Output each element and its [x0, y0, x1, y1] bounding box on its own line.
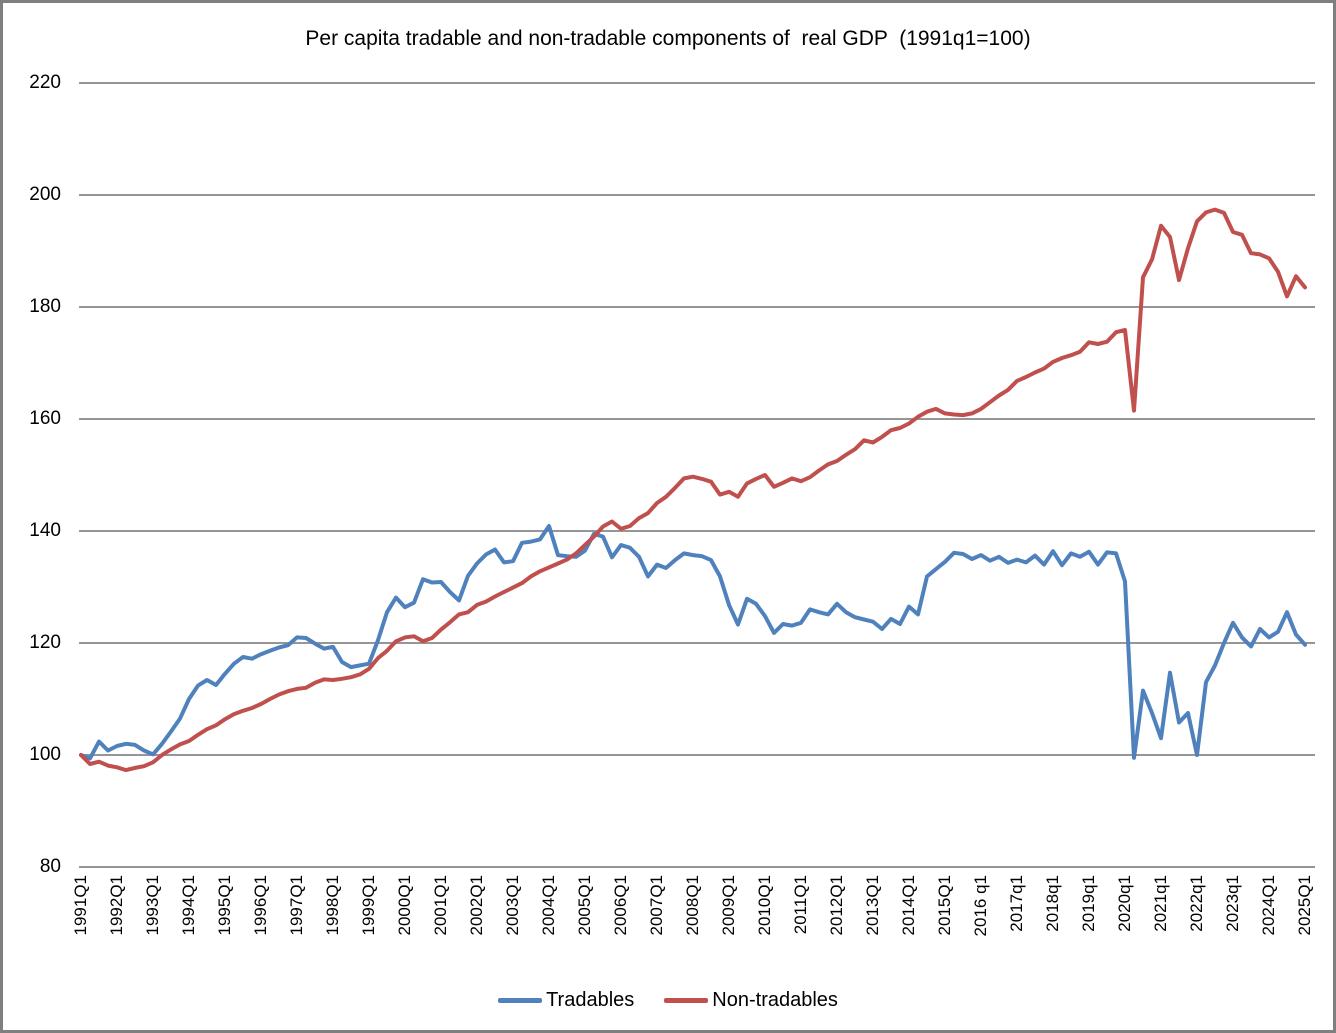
- x-tick-label-2023q1: 2023q1: [1223, 875, 1242, 932]
- chart-title: Per capita tradable and non-tradable com…: [305, 27, 1031, 50]
- non-tradables-line-swatch: [664, 998, 709, 1003]
- y-tick-label-80: 80: [39, 856, 61, 877]
- x-tick-label-2010q1: 2010Q1: [755, 875, 774, 936]
- x-tick-label-2024q1: 2024Q1: [1259, 875, 1278, 936]
- x-tick-label-1998q1: 1998Q1: [323, 875, 342, 936]
- x-tick-label-2007q1: 2007Q1: [647, 875, 666, 936]
- x-tick-label-2015q1: 2015Q1: [935, 875, 954, 936]
- x-tick-label-1999q1: 1999Q1: [359, 875, 378, 936]
- x-tick-label-1996q1: 1996Q1: [251, 875, 270, 936]
- x-tick-label-2011q1: 2011Q1: [791, 875, 810, 935]
- x-tick-label-2006q1: 2006Q1: [611, 875, 630, 936]
- x-tick-label-2018q1: 2018q1: [1043, 875, 1062, 932]
- y-tick-label-100: 100: [29, 744, 61, 765]
- y-tick-label-220: 220: [29, 72, 61, 93]
- legend: Tradables Non-tradables: [3, 989, 1333, 1012]
- x-tick-label-2016-q1: 2016 q1: [971, 875, 990, 937]
- x-tick-label-2019q1: 2019q1: [1079, 875, 1098, 932]
- plot-area: [79, 82, 1315, 868]
- y-tick-label-140: 140: [29, 520, 61, 541]
- x-tick-label-2022q1: 2022q1: [1187, 875, 1206, 932]
- x-tick-label-2025q1: 2025Q1: [1295, 875, 1314, 936]
- tradables-line-swatch: [498, 998, 543, 1003]
- legend-label-non-tradables: Non-tradables: [712, 989, 838, 1011]
- x-tick-label-2017q1: 2017q1: [1007, 875, 1026, 932]
- x-tick-label-2001q1: 2001Q1: [431, 875, 450, 936]
- y-tick-label-180: 180: [29, 296, 61, 317]
- x-tick-label-2008q1: 2008Q1: [683, 875, 702, 936]
- x-tick-label-2009q1: 2009Q1: [719, 875, 738, 936]
- x-tick-label-2014q1: 2014Q1: [899, 875, 918, 936]
- x-tick-label-2003q1: 2003Q1: [503, 875, 522, 936]
- x-tick-label-2021q1: 2021q1: [1151, 875, 1170, 932]
- x-tick-label-1997q1: 1997Q1: [287, 875, 306, 936]
- series-line-tradables: [79, 524, 1307, 761]
- x-tick-label-2005q1: 2005Q1: [575, 875, 594, 936]
- y-tick-label-160: 160: [29, 408, 61, 429]
- x-tick-label-1993q1: 1993Q1: [143, 875, 162, 936]
- y-tick-label-120: 120: [29, 632, 61, 653]
- x-tick-label-2012q1: 2012Q1: [827, 875, 846, 936]
- x-tick-label-2013q1: 2013Q1: [863, 875, 882, 936]
- series-line-non-tradables: [79, 207, 1307, 773]
- y-tick-label-200: 200: [29, 184, 61, 205]
- x-tick-label-2000q1: 2000Q1: [395, 875, 414, 936]
- legend-item-tradables: Tradables: [498, 989, 634, 1012]
- legend-label-tradables: Tradables: [546, 989, 635, 1011]
- x-tick-label-2020q1: 2020q1: [1115, 875, 1134, 932]
- x-tick-label-2004q1: 2004Q1: [539, 875, 558, 936]
- x-tick-label-1992q1: 1992Q1: [107, 875, 126, 936]
- x-tick-label-1994q1: 1994Q1: [179, 875, 198, 936]
- x-tick-label-2002q1: 2002Q1: [467, 875, 486, 936]
- legend-item-non-tradables: Non-tradables: [664, 989, 838, 1012]
- x-tick-label-1991q1: 1991Q1: [71, 875, 90, 936]
- x-tick-label-1995q1: 1995Q1: [215, 875, 234, 936]
